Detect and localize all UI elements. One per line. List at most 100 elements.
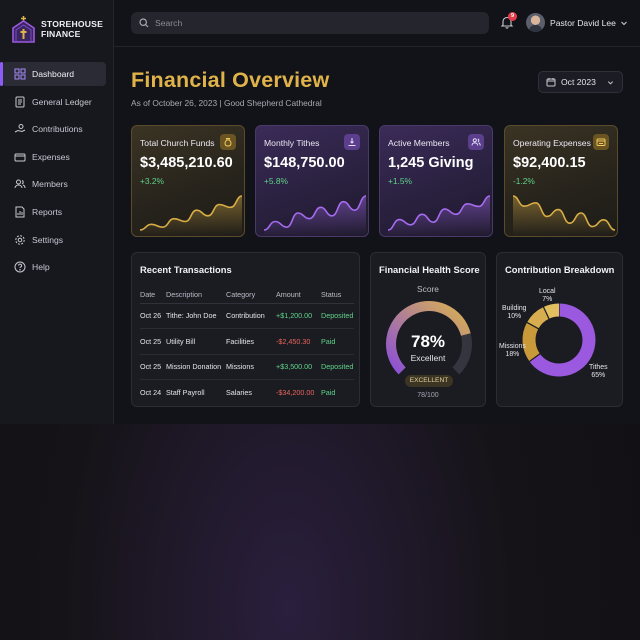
period-select[interactable]: Oct 2023 (538, 71, 623, 93)
grid-icon (14, 68, 26, 80)
cell-amount: -$34,200.00 (276, 388, 315, 397)
sidebar-item-general-ledger[interactable]: General Ledger (2, 90, 106, 114)
period-value: Oct 2023 (561, 77, 596, 87)
kpi-sparkline (263, 195, 367, 236)
slice-pct: 18% (505, 351, 520, 358)
sidebar-item-help[interactable]: Help (2, 255, 106, 279)
column-header[interactable]: Amount (276, 286, 321, 304)
kpi-card-total-funds[interactable]: Total Church Funds $3,485,210.60 +3.2% (131, 125, 245, 237)
donut-separator (526, 321, 540, 330)
report-icon (14, 206, 26, 218)
kpi-card-active-members[interactable]: Active Members 1,245 Giving +1.5% (379, 125, 493, 237)
slice-label-building: Building 10% (502, 305, 527, 321)
sidebar-item-contributions[interactable]: Contributions (2, 117, 106, 141)
search-bar[interactable] (131, 12, 489, 34)
sidebar-item-label: Help (32, 262, 50, 273)
brand-line-1: STOREHOUSE (41, 18, 104, 29)
slice-pct: 7% (542, 296, 553, 303)
calendar-icon (546, 78, 556, 87)
slice-label-missions: Missions 18% (499, 343, 526, 359)
sparkline-line (139, 195, 243, 231)
kpi-value: $148,750.00 (264, 155, 345, 171)
avatar (526, 13, 545, 32)
column-header[interactable]: Description (166, 286, 226, 304)
cell-status: Paid (321, 388, 336, 397)
column-header[interactable]: Category (226, 286, 276, 304)
cell-date: Oct 24 (140, 388, 162, 397)
kpi-card-monthly-tithes[interactable]: Monthly Tithes $148,750.00 +5.8% (255, 125, 369, 237)
search-icon (139, 18, 149, 28)
cell-category: Facilities (226, 328, 276, 355)
main-content: 9 Pastor David Lee Financial Overview As… (114, 0, 640, 424)
brand[interactable]: STOREHOUSE FINANCE (0, 0, 113, 48)
kpi-label: Monthly Tithes (264, 138, 320, 148)
sidebar-item-label: Settings (32, 234, 64, 245)
donut-slice-building (527, 306, 550, 330)
table-row[interactable]: Oct 25 Mission Donation Missions +$3,500… (140, 354, 354, 380)
page-title: Financial Overview (131, 68, 330, 92)
chevron-down-icon (621, 21, 627, 25)
sidebar-item-settings[interactable]: Settings (2, 228, 106, 252)
donut-slice-local (543, 303, 560, 319)
sidebar-item-expenses[interactable]: Expenses (2, 145, 106, 169)
sidebar-item-label: Members (32, 179, 68, 190)
kpi-value: $3,485,210.60 (140, 155, 233, 171)
column-header[interactable]: Date (140, 286, 166, 304)
kpi-change: +3.2% (140, 176, 164, 186)
sidebar: STOREHOUSE FINANCE Dashboard General Led… (0, 0, 114, 424)
column-header[interactable]: Status (321, 286, 354, 304)
kpi-label: Total Church Funds (140, 138, 215, 148)
donut-slice-missions (522, 322, 541, 362)
sidebar-item-label: General Ledger (32, 96, 92, 107)
table-header-row: Date Description Category Amount Status (140, 286, 354, 304)
sparkline-line (263, 195, 367, 231)
cell-date: Oct 25 (140, 328, 166, 355)
slice-pct: 65% (591, 372, 606, 379)
sidebar-item-dashboard[interactable]: Dashboard (0, 62, 106, 86)
sidebar-item-reports[interactable]: Reports (2, 200, 106, 224)
donut-separator (528, 353, 541, 363)
cell-category: Contribution (226, 303, 276, 329)
kpi-value: 1,245 Giving (388, 155, 474, 171)
cell-category: Missions (226, 354, 276, 380)
table-row[interactable]: Oct 26 Tithe: John Doe Contribution +$1,… (140, 303, 354, 329)
search-input[interactable] (155, 18, 475, 28)
breakdown-donut-chart (522, 303, 596, 377)
notification-badge: 9 (508, 12, 517, 21)
kpi-value: $92,400.15 (513, 155, 586, 171)
kpi-sparkline (139, 195, 243, 236)
kpi-sparkline (512, 195, 616, 236)
sparkline-line (387, 195, 491, 231)
score-rating: Excellent (410, 353, 446, 363)
sidebar-item-label: Contributions (32, 124, 83, 135)
user-name: Pastor David Lee (550, 17, 616, 28)
sidebar-item-members[interactable]: Members (2, 172, 106, 196)
transactions-table: Date Description Category Amount Status … (140, 286, 354, 405)
users-icon (14, 178, 26, 190)
cell-status: Paid (321, 328, 354, 355)
slice-label-tithes: Tithes 65% (589, 364, 608, 380)
panel-title: Recent Transactions (140, 264, 232, 275)
kpi-change: -1.2% (513, 176, 535, 186)
topbar: 9 Pastor David Lee (114, 0, 640, 47)
gauge-label: Score (417, 284, 439, 294)
kpi-label: Active Members (388, 138, 450, 148)
table-row[interactable]: Oct 25 Utility Bill Facilities -$2,450.3… (140, 328, 354, 355)
slice-name: Building (502, 305, 527, 312)
score-gauge (386, 301, 472, 375)
cell-amount: +$3,500.00 (276, 354, 321, 380)
brand-name: STOREHOUSE FINANCE (41, 19, 103, 39)
money-bag-icon (220, 134, 236, 150)
kpi-change: +1.5% (388, 176, 412, 186)
sidebar-item-label: Expenses (32, 151, 70, 162)
panel-title: Contribution Breakdown (505, 264, 615, 275)
expense-icon (593, 134, 609, 150)
sidebar-item-label: Reports (32, 206, 63, 217)
sidebar-item-label: Dashboard (32, 69, 75, 79)
cell-amount: -$2,450.30 (276, 328, 321, 355)
slice-name: Local (539, 288, 556, 295)
kpi-label: Operating Expenses (513, 138, 591, 148)
kpi-card-operating-expenses[interactable]: Operating Expenses $92,400.15 -1.2% (504, 125, 618, 237)
table-row[interactable]: Oct 24 Staff Payroll Salaries -$34,200.0… (140, 380, 354, 406)
user-menu[interactable]: Pastor David Lee (526, 13, 628, 32)
